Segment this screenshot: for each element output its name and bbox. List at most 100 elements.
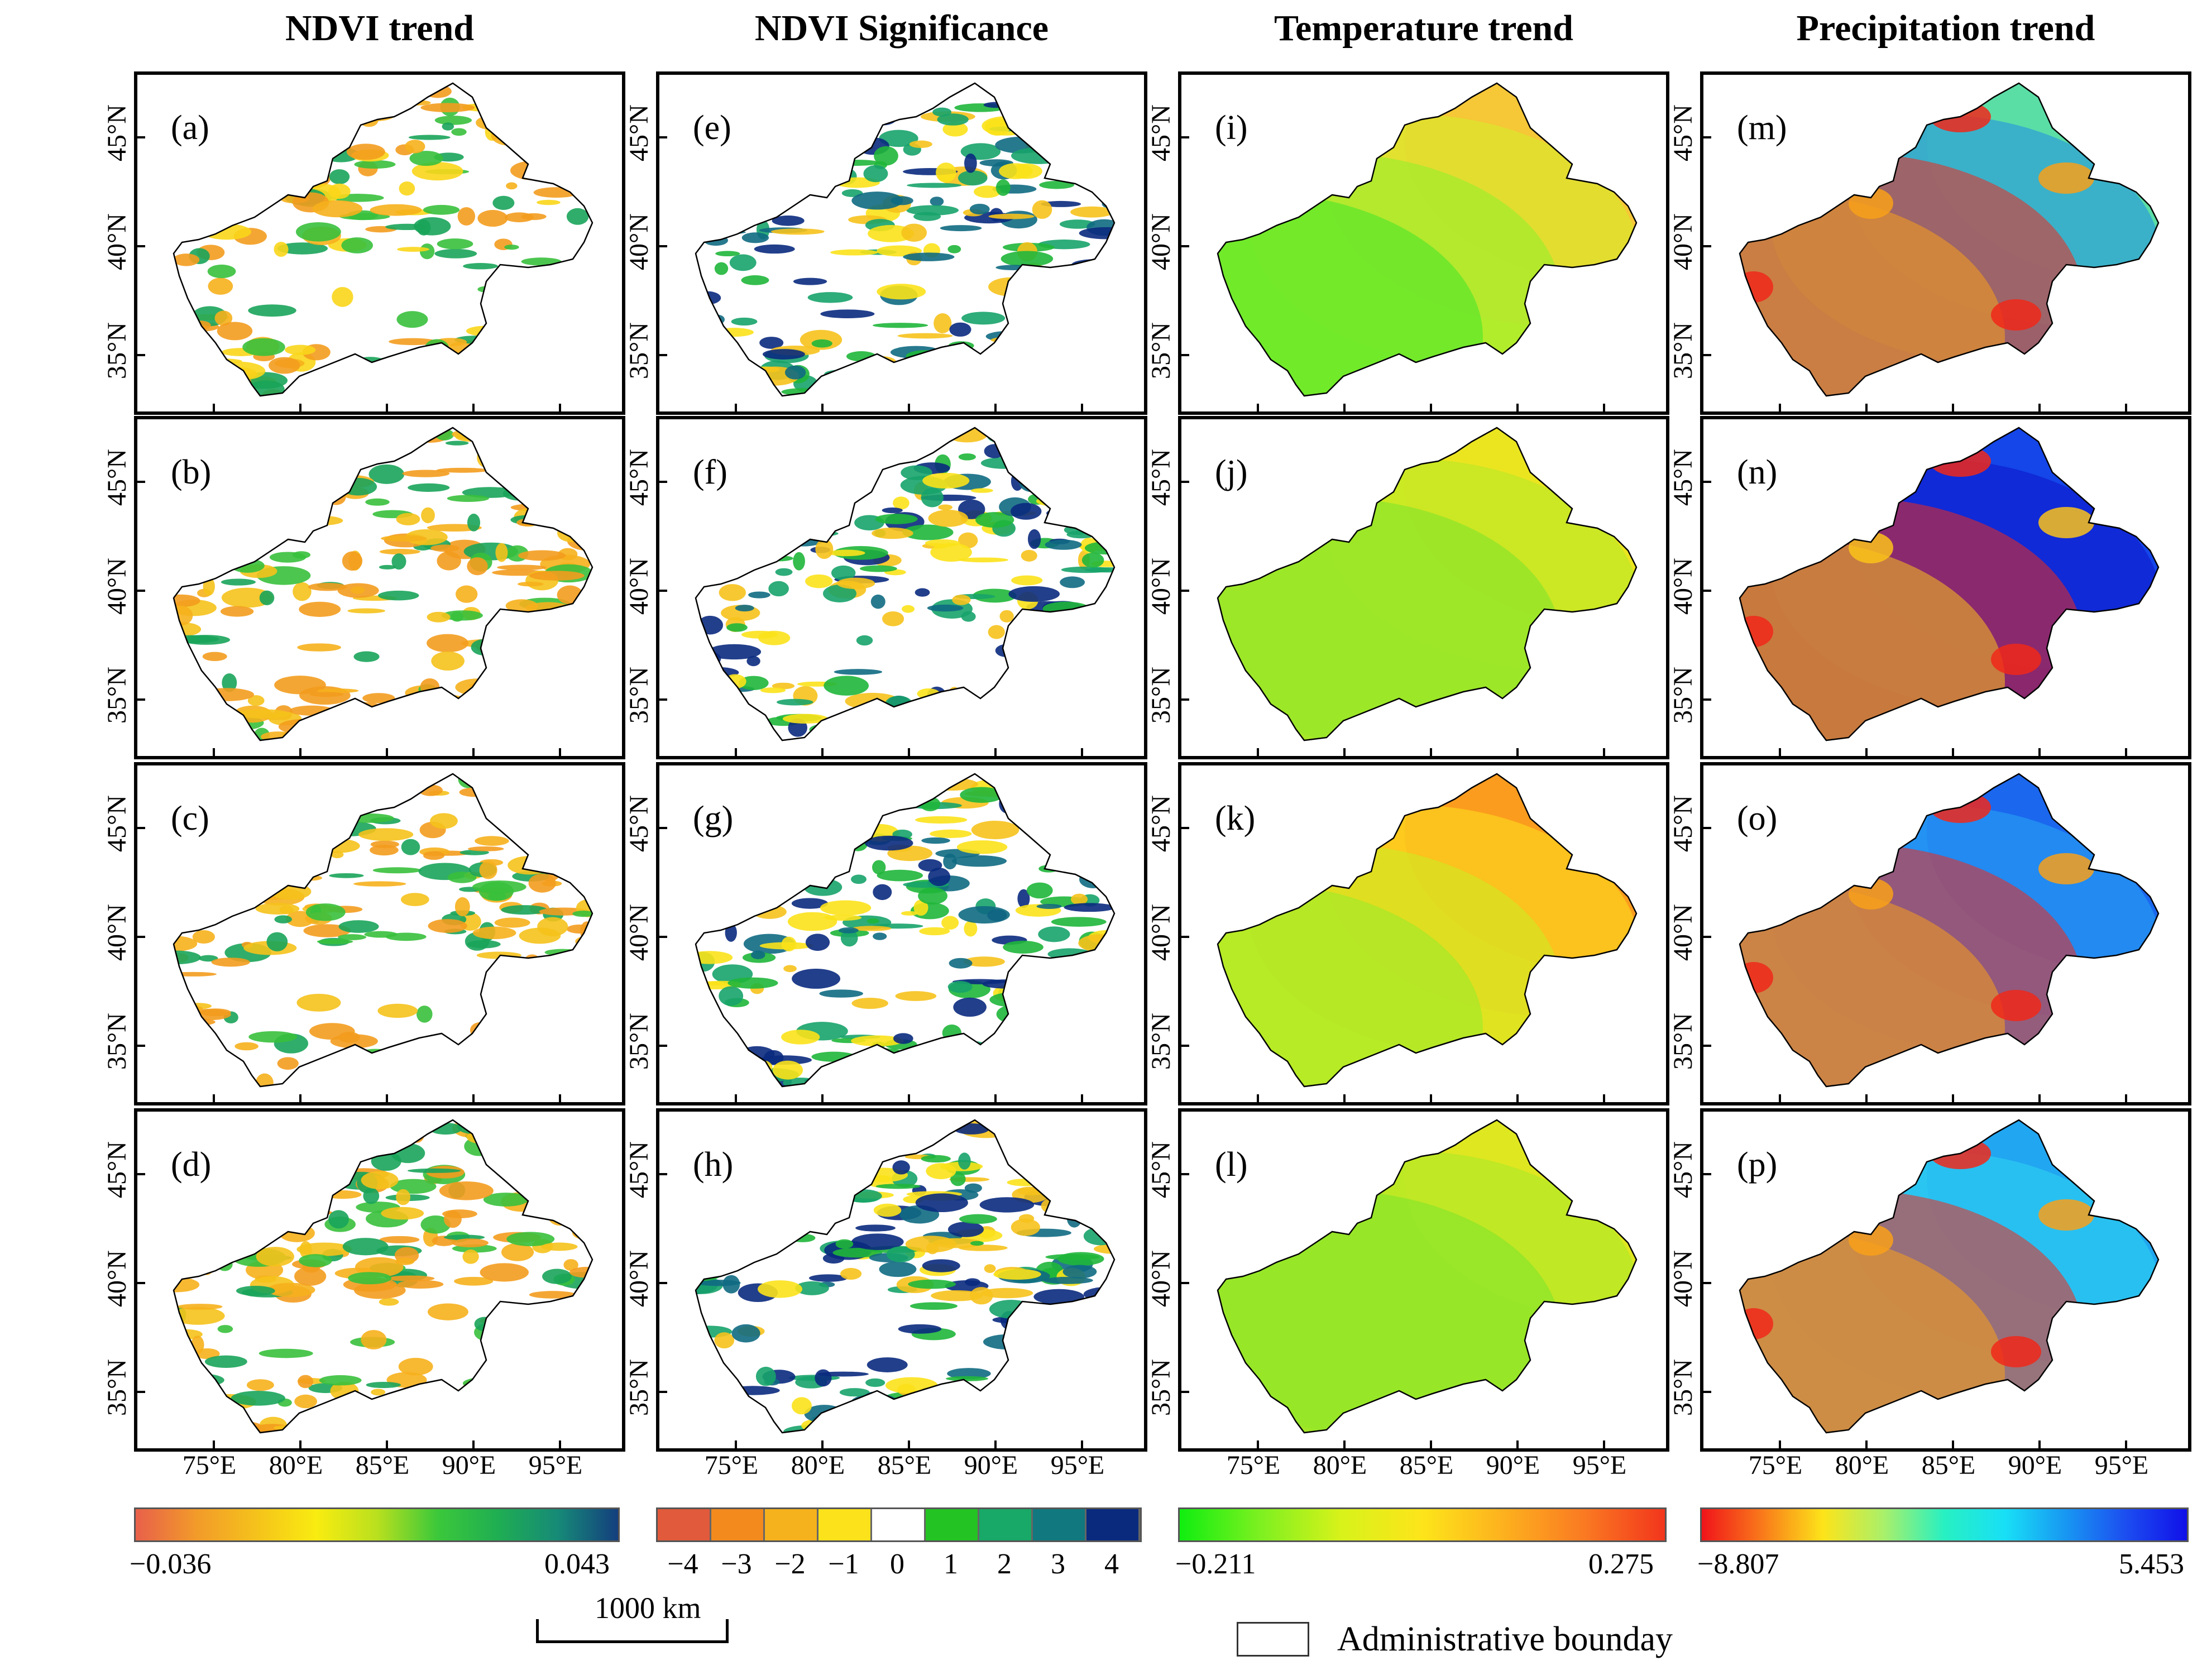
- vegetation-patch: [826, 1429, 845, 1433]
- vegetation-patch: [348, 1272, 392, 1285]
- raster-fill: [696, 83, 1114, 396]
- vegetation-patch: [525, 635, 563, 643]
- vegetation-patch: [1040, 790, 1068, 798]
- vegetation-patch: [763, 454, 814, 459]
- vegetation-patch: [1055, 727, 1085, 740]
- vegetation-patch: [462, 1249, 479, 1264]
- vegetation-patch: [371, 428, 395, 442]
- vegetation-patch: [696, 1413, 725, 1429]
- latitude-label: 45°N: [102, 449, 132, 506]
- vegetation-patch: [557, 524, 585, 542]
- vegetation-patch: [1082, 679, 1114, 685]
- vegetation-patch: [420, 1049, 470, 1055]
- vegetation-patch: [882, 611, 904, 626]
- vegetation-patch: [1070, 893, 1088, 905]
- vegetation-patch: [459, 1416, 492, 1433]
- vegetation-patch: [174, 308, 193, 327]
- vegetation-patch: [568, 1367, 590, 1386]
- vegetation-patch: [703, 1417, 729, 1433]
- vegetation-patch: [1088, 1004, 1114, 1010]
- vegetation-patch: [298, 1375, 314, 1389]
- vegetation-patch: [566, 924, 592, 934]
- vegetation-patch: [296, 993, 341, 1012]
- vegetation-patch: [696, 702, 716, 711]
- vegetation-patch: [564, 380, 592, 395]
- vegetation-patch: [408, 483, 450, 492]
- vegetation-patch: [174, 378, 199, 387]
- vegetation-patch: [865, 1378, 885, 1387]
- vegetation-patch: [526, 166, 562, 180]
- vegetation-patch: [337, 1408, 377, 1422]
- vegetation-patch: [987, 83, 1001, 94]
- vegetation-patch: [1027, 1336, 1049, 1354]
- vegetation-patch: [928, 867, 951, 887]
- vegetation-patch: [819, 1131, 847, 1137]
- longitude-tick: [559, 748, 561, 756]
- latitude-tick: [659, 936, 667, 938]
- administrative-boundary: [695, 82, 1116, 397]
- vegetation-patch: [346, 143, 385, 160]
- vegetation-patch: [717, 859, 730, 867]
- vegetation-patch: [487, 985, 516, 1006]
- vegetation-patch: [958, 170, 988, 186]
- longitude-tick: [1865, 1440, 1868, 1448]
- administrative-boundary: [173, 773, 593, 1088]
- vegetation-patch: [475, 836, 509, 846]
- longitude-tick: [908, 748, 910, 756]
- vegetation-patch: [696, 1233, 723, 1248]
- vegetation-patch: [217, 322, 253, 341]
- vegetation-patch: [856, 635, 873, 646]
- vegetation-patch: [175, 83, 199, 98]
- latitude-label: 40°N: [102, 213, 132, 270]
- vegetation-patch: [174, 936, 198, 952]
- vegetation-patch: [810, 1152, 859, 1160]
- vegetation-patch: [455, 678, 501, 696]
- vegetation-patch: [958, 704, 990, 722]
- vegetation-patch: [804, 835, 842, 854]
- vegetation-patch: [501, 1243, 534, 1261]
- vegetation-patch: [833, 1122, 874, 1137]
- vegetation-patch: [903, 252, 955, 261]
- vegetation-patch: [928, 92, 941, 102]
- map-panel-ndvi-significance-spring: (e): [656, 71, 1147, 415]
- longitude-tick: [735, 1094, 737, 1102]
- longitude-label: 90°E: [964, 1451, 1018, 1480]
- vegetation-patch: [508, 856, 552, 875]
- vegetation-patch: [1011, 147, 1067, 164]
- vegetation-patch: [548, 1153, 592, 1165]
- vegetation-patch: [696, 1375, 716, 1395]
- vegetation-patch: [381, 1207, 424, 1220]
- vegetation-patch: [564, 428, 592, 439]
- vegetation-patch: [232, 145, 268, 151]
- vegetation-patch: [877, 284, 926, 300]
- vegetation-patch: [543, 831, 557, 843]
- vegetation-patch: [283, 1209, 333, 1216]
- vegetation-patch: [341, 365, 377, 384]
- vegetation-patch: [850, 1394, 899, 1413]
- vegetation-patch: [730, 186, 764, 192]
- vegetation-patch: [198, 955, 218, 962]
- vegetation-patch: [478, 103, 514, 113]
- vegetation-patch: [1075, 1066, 1097, 1071]
- vegetation-patch: [531, 662, 574, 682]
- vegetation-patch: [721, 1248, 746, 1261]
- vegetation-patch: [285, 1196, 307, 1202]
- panel-label: (k): [1215, 800, 1256, 837]
- vegetation-patch: [1026, 669, 1058, 686]
- vegetation-patch: [987, 429, 1042, 446]
- vegetation-patch: [423, 205, 460, 215]
- vegetation-patch: [839, 1388, 870, 1397]
- vegetation-patch: [480, 1263, 529, 1282]
- vegetation-patch: [184, 1064, 210, 1072]
- vegetation-patch: [427, 1303, 468, 1320]
- vegetation-patch: [732, 1191, 763, 1211]
- vegetation-patch: [174, 563, 192, 578]
- vegetation-patch: [562, 971, 592, 985]
- vegetation-patch: [863, 1391, 885, 1406]
- vegetation-patch: [886, 774, 916, 781]
- scale-bar-label: 1000 km: [595, 1591, 701, 1625]
- vegetation-patch: [922, 1259, 960, 1272]
- vegetation-patch: [193, 1210, 210, 1219]
- vegetation-patch: [290, 1426, 334, 1433]
- vegetation-patch: [970, 1287, 993, 1305]
